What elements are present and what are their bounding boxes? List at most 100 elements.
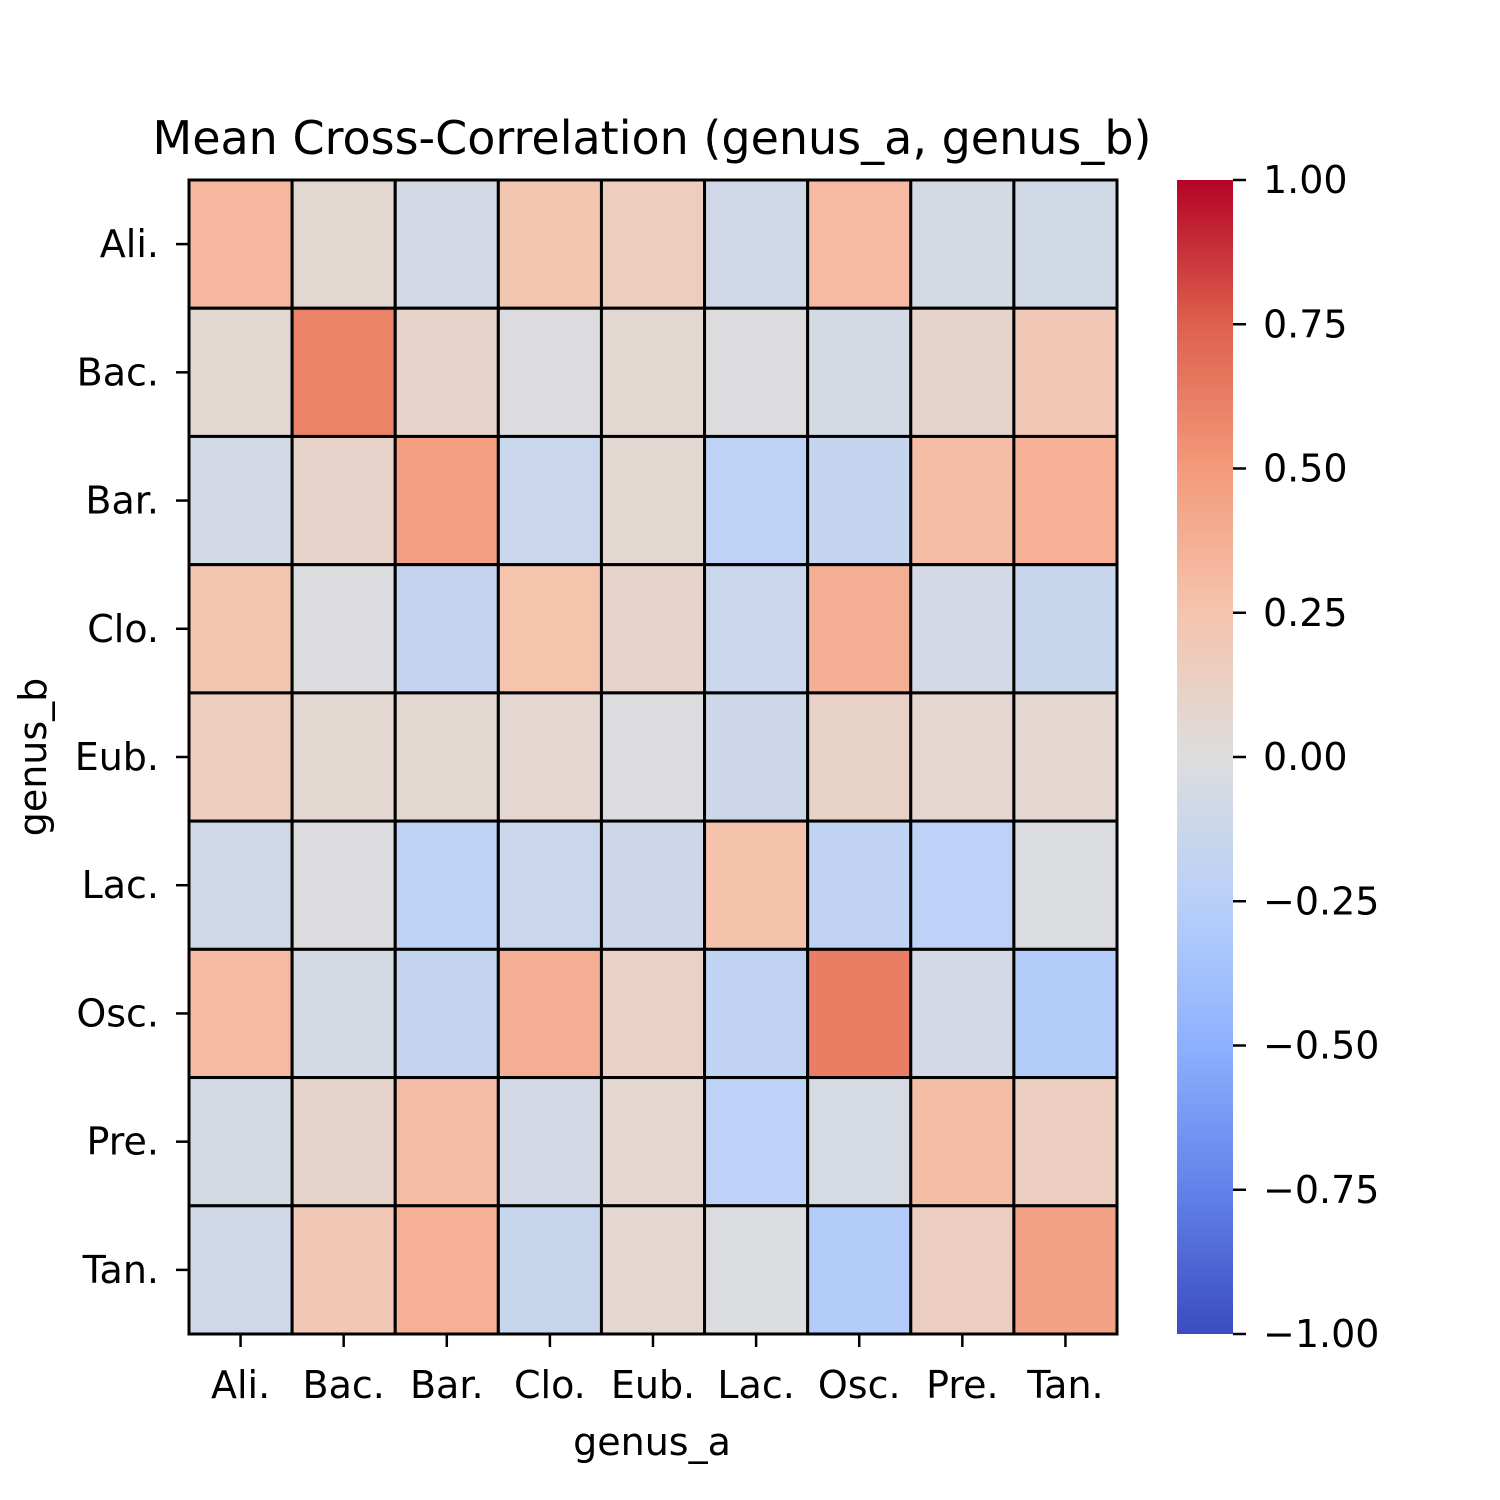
heatmap-cell-clo-bac — [290, 563, 397, 695]
y-tick-label: Tan. — [82, 1248, 159, 1292]
x-tick-label: Pre. — [926, 1363, 999, 1407]
heatmap-cell-bar-clo — [496, 434, 603, 567]
heatmap-cell-clo-eub — [599, 563, 707, 695]
heatmap-cell-lac-lac — [703, 819, 810, 951]
heatmap-cell-pre-lac — [703, 1076, 810, 1208]
heatmap-cell-lac-eub — [599, 819, 707, 951]
x-tick-label: Eub. — [611, 1363, 695, 1407]
y-axis-label: genus_b — [11, 678, 55, 837]
heatmap-cell-bac-lac — [703, 306, 810, 438]
heatmap-cell-tan-eub — [599, 1204, 707, 1336]
heatmap-cell-clo-tan — [1012, 563, 1119, 695]
colorbar-tick-label: 1.00 — [1263, 158, 1348, 202]
colorbar-tick-label: −0.25 — [1263, 879, 1379, 923]
heatmap-cell-bar-bac — [290, 434, 397, 567]
heatmap-cell-ali-bac — [290, 178, 397, 310]
heatmap-cell-tan-bac — [290, 1204, 397, 1336]
heatmap-cell-pre-pre — [909, 1076, 1016, 1208]
heatmap-cell-ali-clo — [496, 178, 603, 310]
heatmap-cell-ali-tan — [1012, 178, 1119, 310]
heatmap-cell-bar-lac — [703, 434, 810, 567]
heatmap-cell-ali-lac — [703, 178, 810, 310]
x-tick-label: Bac. — [303, 1363, 385, 1407]
heatmap-cell-clo-pre — [909, 563, 1016, 695]
heatmap-cell-pre-bac — [290, 1076, 397, 1208]
y-tick-label: Bar. — [85, 479, 159, 523]
heatmap-cell-tan-clo — [496, 1204, 603, 1336]
heatmap-cell-bar-bar — [393, 434, 500, 567]
x-tick-label: Bar. — [410, 1363, 484, 1407]
heatmap-cell-tan-tan — [1012, 1204, 1119, 1336]
heatmap-cell-bac-pre — [909, 306, 1016, 438]
colorbar-tick-label: 0.50 — [1263, 447, 1348, 491]
heatmap-cell-ali-bar — [393, 178, 500, 310]
heatmap-cell-tan-bar — [393, 1204, 500, 1336]
heatmap-cell-bar-ali — [187, 434, 294, 567]
heatmap-cell-bac-clo — [496, 306, 603, 438]
heatmap-cell-ali-ali — [187, 178, 294, 310]
x-axis-ticks: Ali. Bac. Bar. Clo. Eub. Lac. Osc. Pre. Tan. — [211, 1334, 1104, 1407]
heatmap-cell-pre-clo — [496, 1076, 603, 1208]
heatmap-cell-clo-clo — [496, 563, 603, 695]
y-tick-label: Lac. — [82, 863, 159, 907]
y-axis-ticks: Ali. Bac. Bar. Clo. Eub. Lac. Osc. Pre. Tan. — [75, 222, 189, 1292]
heatmap-cell-lac-ali — [187, 819, 294, 951]
heatmap-cell-bar-tan — [1012, 434, 1119, 567]
heatmap-cell-osc-eub — [599, 947, 707, 1080]
heatmap-cell-lac-osc — [806, 819, 913, 951]
heatmap-cell-tan-ali — [187, 1204, 294, 1336]
heatmap-cell-lac-bar — [393, 819, 500, 951]
chart-title: Mean Cross-Correlation (genus_a, genus_b… — [153, 111, 1152, 165]
heatmap-cell-clo-bar — [393, 563, 500, 695]
y-tick-label: Osc. — [76, 991, 159, 1035]
heatmap-cell-tan-pre — [909, 1204, 1016, 1336]
heatmap-cell-lac-tan — [1012, 819, 1119, 951]
heatmap-cell-eub-eub — [599, 691, 707, 823]
heatmap-cell-clo-ali — [187, 563, 294, 695]
heatmap-cell-pre-eub — [599, 1076, 707, 1208]
heatmap-cell-eub-osc — [806, 691, 913, 823]
heatmap-cell-lac-bac — [290, 819, 397, 951]
x-tick-label: Tan. — [1026, 1363, 1103, 1407]
heatmap-cell-clo-osc — [806, 563, 913, 695]
heatmap-cell-ali-osc — [806, 178, 913, 310]
heatmap-cell-clo-lac — [703, 563, 810, 695]
heatmap-cell-eub-pre — [909, 691, 1016, 823]
heatmap-cell-bac-tan — [1012, 306, 1119, 438]
heatmap-cell-pre-tan — [1012, 1076, 1119, 1208]
x-tick-label: Clo. — [514, 1363, 586, 1407]
colorbar-ticks: 1.00 0.75 0.50 0.25 0.00 −0.25 −0.50 −0.75 −1.00 — [1233, 158, 1379, 1356]
heatmap-cell-osc-bac — [290, 947, 397, 1080]
heatmap-cell-tan-osc — [806, 1204, 913, 1336]
heatmap-cells — [187, 178, 1119, 1336]
heatmap-cell-eub-lac — [703, 691, 810, 823]
heatmap-cell-osc-osc — [806, 947, 913, 1080]
heatmap-cell-eub-tan — [1012, 691, 1119, 823]
heatmap-cell-bac-ali — [187, 306, 294, 438]
heatmap-cell-eub-bac — [290, 691, 397, 823]
heatmap-cell-osc-clo — [496, 947, 603, 1080]
heatmap-cell-ali-eub — [599, 178, 707, 310]
x-tick-label: Lac. — [717, 1363, 794, 1407]
heatmap-cell-bac-eub — [599, 306, 707, 438]
colorbar-tick-label: −1.00 — [1263, 1312, 1379, 1356]
colorbar — [1177, 180, 1233, 1334]
heatmap-cell-osc-ali — [187, 947, 294, 1080]
heatmap-cell-lac-pre — [909, 819, 1016, 951]
colorbar-tick-label: 0.75 — [1263, 302, 1348, 346]
heatmap-cell-osc-lac — [703, 947, 810, 1080]
heatmap-cell-pre-osc — [806, 1076, 913, 1208]
x-axis-label: genus_a — [573, 1420, 731, 1464]
colorbar-tick-label: 0.00 — [1263, 735, 1348, 779]
heatmap-cell-eub-ali — [187, 691, 294, 823]
heatmap-cell-bac-bac — [290, 306, 397, 438]
heatmap-cell-pre-ali — [187, 1076, 294, 1208]
heatmap-cell-osc-pre — [909, 947, 1016, 1080]
x-tick-label: Osc. — [818, 1363, 901, 1407]
colorbar-tick-label: −0.50 — [1263, 1024, 1379, 1068]
y-tick-label: Ali. — [100, 222, 159, 266]
heatmap-cell-eub-bar — [393, 691, 500, 823]
heatmap-cell-tan-lac — [703, 1204, 810, 1336]
y-tick-label: Eub. — [75, 735, 159, 779]
